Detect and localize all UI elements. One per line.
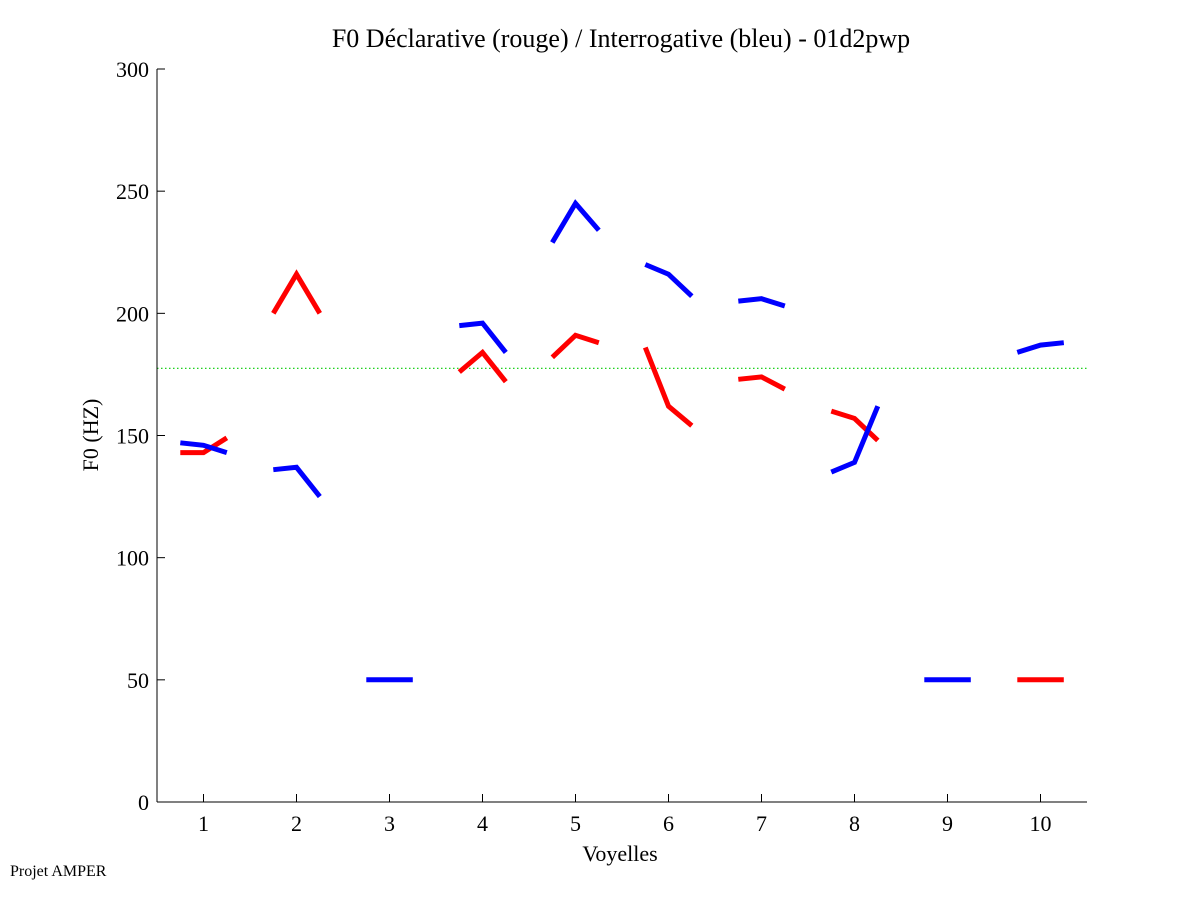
x-tick-label: 1	[198, 811, 209, 836]
f0-segment-vowel-8	[830, 405, 881, 475]
y-axis-label: F0 (HZ)	[78, 399, 103, 472]
f0-segment-vowel-8	[830, 408, 880, 443]
y-tick-label: 300	[116, 57, 149, 82]
f0-segment-vowel-5	[550, 332, 600, 360]
chart-title: F0 Déclarative (rouge) / Interrogative (…	[332, 24, 910, 53]
f0-segment-vowel-1	[180, 435, 229, 456]
f0-segment-vowel-10	[1016, 340, 1065, 355]
x-tick-label: 2	[291, 811, 302, 836]
y-tick-label: 150	[116, 424, 149, 449]
x-tick-label: 8	[849, 811, 860, 836]
x-tick-label: 4	[477, 811, 488, 836]
plot-area	[157, 69, 1087, 802]
y-tick-label: 200	[116, 301, 149, 326]
f0-segment-vowel-6	[644, 262, 694, 299]
y-tick-label: 250	[116, 179, 149, 204]
x-axis-label: Voyelles	[582, 841, 657, 866]
y-tick-label: 100	[116, 546, 149, 571]
x-tick-label: 10	[1030, 811, 1052, 836]
f0-segment-vowel-2	[271, 269, 322, 315]
y-tick-label: 50	[127, 668, 149, 693]
f0-segment-vowel-6	[642, 346, 694, 428]
f0-segment-vowel-2	[273, 464, 322, 499]
y-tick-label: 0	[138, 790, 149, 815]
f0-segment-vowel-5	[550, 199, 601, 244]
x-tick-label: 3	[384, 811, 395, 836]
f0-segment-vowel-7	[738, 296, 786, 309]
f0-segment-vowel-7	[738, 374, 786, 392]
x-tick-label: 5	[570, 811, 581, 836]
f0-segment-vowel-4	[459, 320, 508, 354]
x-tick-label: 7	[756, 811, 767, 836]
series-red	[180, 269, 1064, 683]
footer-label: Projet AMPER	[10, 863, 107, 880]
x-tick-label: 6	[663, 811, 674, 836]
f0-segment-vowel-4	[457, 348, 508, 384]
x-tick-label: 9	[942, 811, 953, 836]
f0-segment-vowel-1	[180, 440, 228, 455]
series-blue	[180, 199, 1065, 683]
